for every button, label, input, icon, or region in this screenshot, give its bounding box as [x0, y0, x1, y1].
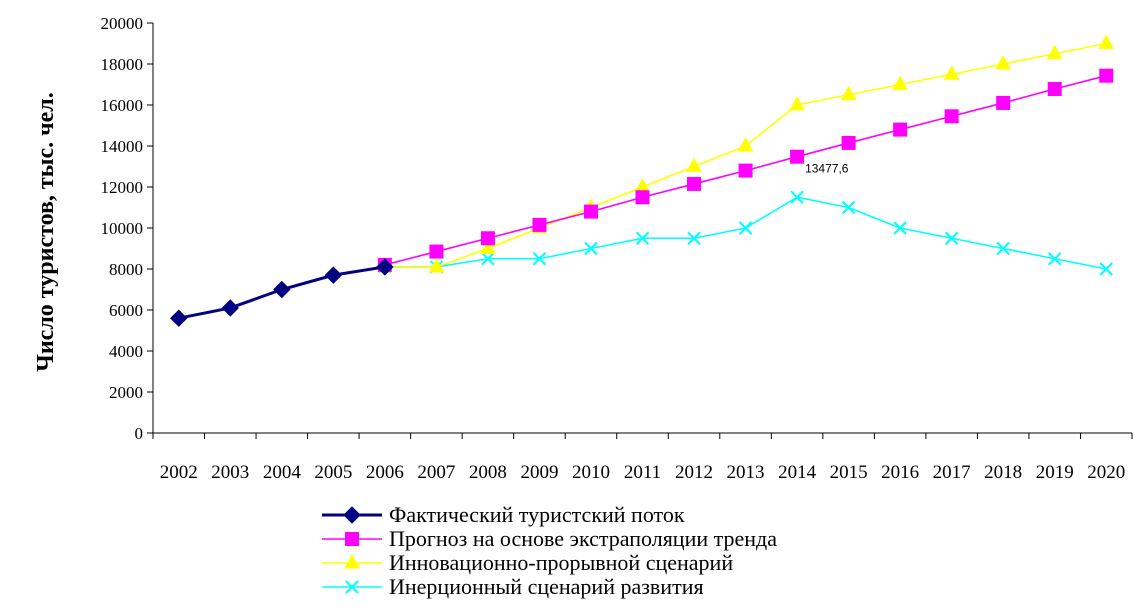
- data-point-x: [635, 231, 650, 245]
- axes: [152, 23, 1132, 434]
- data-point-triangle: [840, 85, 857, 101]
- data-point-x: [481, 252, 495, 266]
- data-point-x: [532, 252, 547, 266]
- data-point-triangle: [789, 95, 805, 111]
- x-tick-label: 2006: [366, 462, 404, 483]
- data-point-diamond: [170, 309, 188, 327]
- data-point-square: [1047, 82, 1062, 97]
- legend-item: Инновационно-прорывной сценарий: [322, 550, 733, 575]
- data-point-x: [893, 221, 907, 235]
- data-point-diamond: [273, 280, 291, 299]
- legend-label: Инновационно-прорывной сценарий: [389, 550, 733, 575]
- y-tick-label: 0: [135, 424, 144, 443]
- x-tick-label: 2014: [778, 462, 817, 483]
- data-point-square: [532, 217, 547, 232]
- series-0: [170, 258, 394, 327]
- data-point-square: [480, 231, 495, 246]
- y-tick-label: 2000: [109, 383, 143, 402]
- data-point-x: [345, 580, 359, 594]
- data-point-triangle: [480, 239, 496, 254]
- x-tick-label: 2012: [675, 462, 713, 483]
- data-point-triangle: [1098, 34, 1115, 49]
- y-tick-label: 12000: [101, 178, 144, 197]
- x-axis-ticks: 2002 2003 2004 2005 2006 2007 2008 2009 2010 2011…: [152, 433, 1133, 483]
- data-point-triangle: [737, 136, 754, 152]
- legend-item: Фактический туристский поток: [322, 502, 685, 527]
- x-tick-label: 2019: [1036, 462, 1074, 483]
- legend-item: Прогноз на основе экстраполяции тренда: [322, 526, 777, 551]
- x-tick-label: 2004: [263, 462, 302, 483]
- data-point-diamond: [343, 506, 361, 524]
- data-point-square: [635, 190, 650, 205]
- data-point-diamond: [324, 266, 343, 284]
- data-point-x: [944, 231, 959, 245]
- x-tick-label: 2015: [830, 462, 868, 483]
- data-point-triangle: [892, 75, 908, 90]
- x-tick-label: 2009: [520, 462, 558, 483]
- y-tick-label: 14000: [101, 137, 144, 156]
- x-tick-label: 2007: [417, 462, 455, 483]
- data-label: 13477,6: [805, 162, 849, 176]
- x-tick-label: 2018: [984, 462, 1022, 483]
- legend-label: Фактический туристский поток: [389, 502, 685, 527]
- legend-label: Инерционный сценарий развития: [389, 574, 704, 599]
- data-point-x: [738, 221, 753, 235]
- x-tick-label: 2017: [933, 462, 971, 483]
- data-point-triangle: [344, 553, 360, 569]
- y-tick-label: 10000: [101, 219, 144, 238]
- y-axis-label: Число туристов, тыс. чел.: [33, 92, 59, 372]
- data-point-square: [583, 204, 598, 219]
- x-tick-label: 2016: [881, 462, 919, 483]
- x-tick-label: 2005: [314, 462, 352, 483]
- data-point-x: [584, 241, 598, 256]
- data-point-x: [1099, 262, 1113, 276]
- data-point-square: [841, 135, 856, 150]
- annotations: 13477,6: [805, 162, 849, 176]
- data-point-triangle: [943, 65, 960, 80]
- x-tick-label: 2002: [160, 462, 198, 483]
- x-tick-label: 2011: [624, 462, 661, 483]
- data-point-diamond: [221, 299, 239, 317]
- legend-item: Инерционный сценарий развития: [322, 574, 704, 599]
- x-tick-label: 2010: [572, 462, 610, 483]
- x-tick-label: 2013: [727, 462, 765, 483]
- data-point-triangle: [995, 54, 1012, 70]
- data-point-square: [429, 244, 444, 259]
- y-tick-label: 8000: [109, 260, 143, 279]
- data-point-square: [944, 109, 959, 124]
- data-point-x: [687, 231, 701, 245]
- data-point-triangle: [428, 257, 445, 273]
- data-point-triangle: [686, 157, 702, 172]
- data-point-square: [1099, 68, 1114, 83]
- series-3: [378, 190, 1113, 276]
- data-point-square: [738, 163, 753, 178]
- y-tick-label: 6000: [109, 301, 143, 320]
- legend-label: Прогноз на основе экстраполяции тренда: [389, 526, 777, 551]
- y-axis-ticks: 0 2000 4000 6000 8000 10000 12000 14000 16000 180…: [101, 14, 153, 443]
- x-tick-label: 2020: [1087, 462, 1125, 483]
- x-tick-label: 2008: [469, 462, 507, 483]
- series-1: [377, 68, 1114, 272]
- data-point-triangle: [1046, 44, 1063, 60]
- data-point-square: [687, 176, 702, 191]
- data-point-diamond: [376, 258, 394, 276]
- y-tick-label: 20000: [101, 14, 144, 33]
- data-point-square: [996, 95, 1011, 110]
- y-tick-label: 16000: [101, 96, 144, 115]
- y-tick-label: 4000: [109, 342, 143, 361]
- data-point-square: [790, 149, 805, 164]
- data-point-x: [996, 241, 1010, 256]
- data-point-square: [345, 532, 359, 546]
- data-point-x: [841, 200, 856, 215]
- data-point-x: [790, 190, 804, 204]
- data-point-x: [1048, 252, 1062, 266]
- data-point-square: [893, 122, 908, 137]
- y-tick-label: 18000: [101, 55, 144, 74]
- x-tick-label: 2003: [211, 462, 249, 483]
- series-layer: [170, 34, 1115, 327]
